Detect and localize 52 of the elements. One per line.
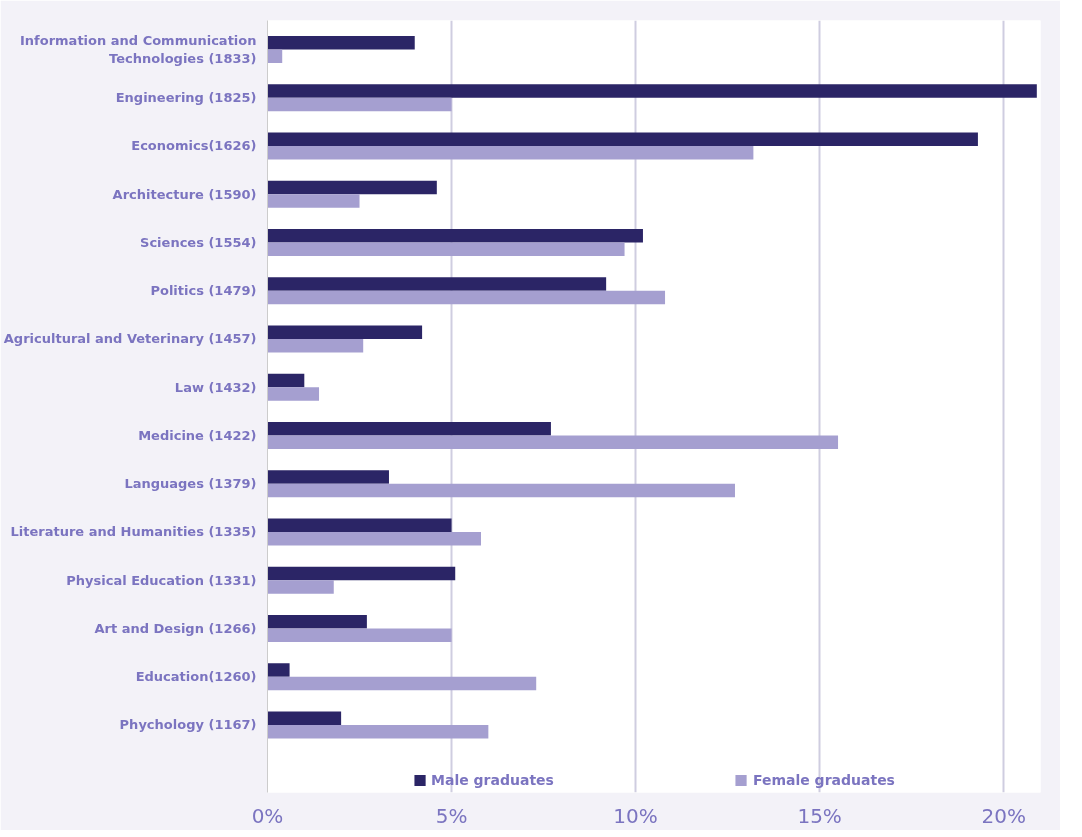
bar: [267, 145, 754, 160]
bar: [267, 35, 415, 50]
bar: [267, 277, 607, 291]
bar: [267, 325, 423, 339]
y-tick-label: Literature and Humanities (1335): [10, 524, 257, 540]
y-tick-label: Economics(1626): [131, 138, 257, 154]
y-tick-label: Phychology (1167): [119, 717, 257, 733]
x-tick-label: 15%: [797, 803, 842, 828]
y-tick-label: Physical Education (1331): [66, 572, 257, 588]
bar: [267, 711, 342, 725]
bar: [267, 470, 389, 484]
y-tick-label: Engineering (1825): [115, 90, 257, 106]
y-tick-label: Politics (1479): [150, 283, 257, 299]
y-tick-label: Law (1432): [174, 379, 257, 395]
bar: [267, 724, 489, 739]
bar: [267, 373, 305, 388]
bar: [267, 614, 367, 629]
bar: [267, 663, 290, 677]
y-tick-label: Medicine (1422): [138, 427, 257, 443]
y-tick-label: Agricultural and Veterinary (1457): [3, 331, 257, 347]
bar: [267, 435, 839, 449]
y-tick-label: Information and Communication Technologies (1833): [19, 32, 257, 66]
bar: [267, 97, 452, 112]
bar: [267, 180, 437, 195]
legend-label: Female graduates: [752, 772, 895, 788]
x-tick-label: 10%: [613, 803, 658, 828]
bar: [267, 387, 320, 401]
bar: [267, 338, 364, 353]
bar: [267, 132, 978, 146]
bar: [267, 290, 666, 305]
x-tick-label: 0%: [251, 803, 284, 828]
bar: [267, 84, 1037, 98]
y-tick-label: Languages (1379): [124, 476, 257, 492]
y-tick-label: Sciences (1554): [140, 234, 257, 250]
bar: [267, 566, 456, 581]
bar: [267, 49, 283, 63]
legend-label: Male graduates: [431, 772, 554, 788]
x-tick-label: 20%: [981, 803, 1026, 828]
bar: [267, 194, 360, 208]
x-tick-label: 5%: [435, 803, 468, 828]
y-tick-label: Education(1260): [135, 669, 257, 685]
bar: [267, 228, 643, 243]
bar: [267, 676, 537, 691]
bar: [267, 483, 735, 498]
bar: [267, 518, 452, 532]
bar: [267, 242, 625, 256]
bar: [267, 531, 481, 546]
bar: [267, 628, 452, 642]
bar: [267, 580, 334, 594]
y-tick-label: Architecture (1590): [112, 186, 257, 202]
bar: [267, 421, 551, 436]
y-tick-label: Art and Design (1266): [94, 620, 257, 636]
